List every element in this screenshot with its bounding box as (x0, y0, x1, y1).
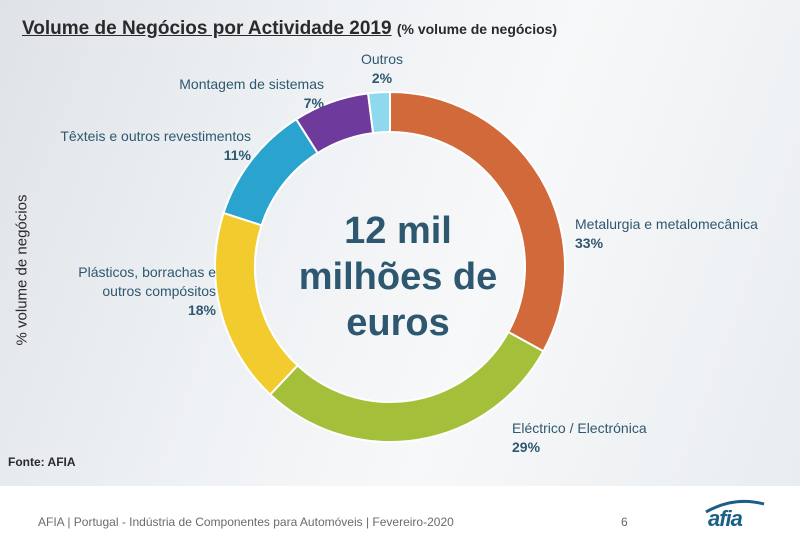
label-outros-pct: 2% (371, 70, 393, 86)
label-electrico-pct: 29% (512, 439, 541, 455)
footer-text: AFIA | Portugal - Indústria de Component… (38, 515, 454, 529)
donut-slice-outros (366, 90, 391, 135)
label-texteis-name: Têxteis e outros revestimentos (60, 128, 251, 144)
center-line-2: milhões de (298, 256, 498, 298)
chart-title-main: Volume de Negócios por Actividade 2019 (22, 18, 392, 39)
donut-slice-electrico (268, 330, 545, 444)
label-montagem-name: Montagem de sistemas (179, 76, 324, 92)
afia-logo: afia (700, 498, 770, 534)
label-texteis: Têxteis e outros revestimentos 11% (60, 127, 251, 165)
label-metalurgia-name: Metalurgia e metalomecânica (575, 216, 758, 232)
label-metalurgia: Metalurgia e metalomecânica 33% (575, 215, 758, 253)
logo-text: afia (708, 506, 743, 531)
source-note: Fonte: AFIA (8, 455, 76, 469)
label-plasticos-pct: 18% (187, 302, 216, 318)
chart-subtitle: (% volume de negócios) (396, 21, 558, 37)
chart-title: Volume de Negócios por Actividade 2019 (… (22, 18, 557, 40)
label-plasticos-name-1: Plásticos, borrachas e (78, 264, 216, 280)
donut-center-text: 12 mil milhões de euros (299, 208, 498, 346)
donut-slice-plasticos (214, 211, 299, 396)
page-number: 6 (621, 515, 628, 529)
label-electrico-name: Eléctrico / Electrónica (512, 420, 647, 436)
logo-swoosh-icon (705, 499, 765, 514)
label-plasticos-name-2: outros compósitos (102, 283, 216, 299)
center-line-1: 12 mil (344, 210, 452, 252)
center-line-3: euros (346, 302, 450, 344)
label-texteis-pct: 11% (223, 147, 251, 163)
label-plasticos: Plásticos, borrachas e outros compósitos… (78, 263, 216, 320)
donut-chart (214, 90, 566, 444)
label-outros: Outros 2% (361, 50, 403, 88)
label-montagem: Montagem de sistemas 7% (179, 75, 324, 113)
label-metalurgia-pct: 33% (575, 235, 604, 251)
donut-slices (214, 90, 566, 444)
label-montagem-pct: 7% (303, 95, 324, 111)
label-outros-name: Outros (360, 51, 404, 67)
label-electrico: Eléctrico / Electrónica 29% (512, 419, 647, 457)
